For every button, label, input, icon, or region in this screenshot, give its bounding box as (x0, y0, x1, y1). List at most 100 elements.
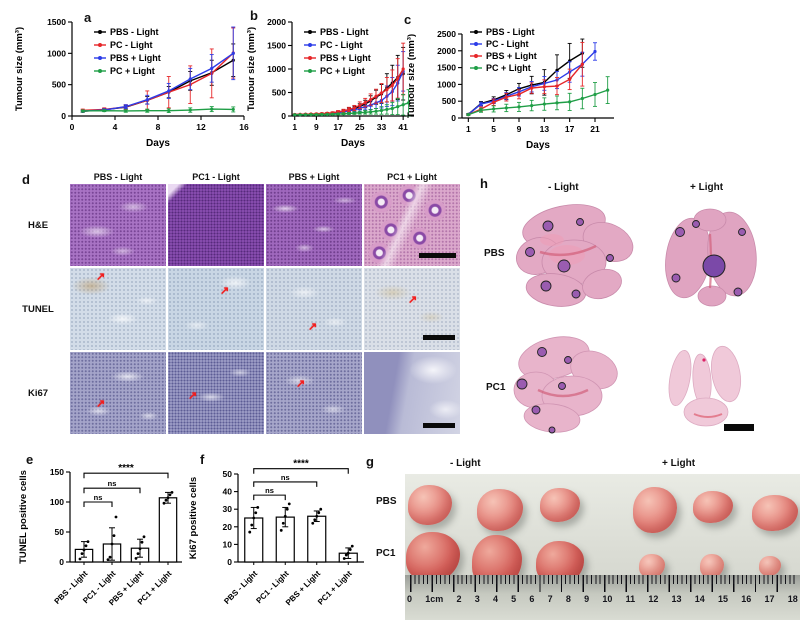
svg-text:ns: ns (94, 493, 103, 502)
tumour-photo: 0 1cm 2 3 4 5 6 7 8 9 10 11 12 13 14 15 16 17 18 (405, 474, 800, 620)
svg-text:500: 500 (272, 88, 286, 98)
tumour (759, 556, 781, 576)
column-header: PC1 + Light (387, 172, 437, 182)
panel-letter-a: a (84, 10, 92, 25)
he-image-pbs-plus-light (266, 184, 362, 266)
svg-text:PC - Light: PC - Light (320, 40, 363, 50)
ki67-image-pc1-plus-light (364, 352, 460, 434)
svg-text:Days: Days (526, 140, 550, 151)
ki67-image-pbs-minus-light: ↗ (70, 352, 166, 434)
svg-text:1000: 1000 (47, 48, 66, 58)
row-label-pbs: PBS (484, 248, 505, 259)
svg-text:2000: 2000 (267, 17, 286, 27)
svg-text:1500: 1500 (47, 17, 66, 27)
lung-image-pc1-minus-light (513, 336, 618, 434)
column-header: - Light (548, 182, 579, 193)
he-image-pc1-minus-light (168, 184, 264, 266)
ruler-number: 7 (547, 594, 553, 604)
tumour (408, 485, 452, 525)
svg-text:0: 0 (61, 111, 66, 121)
svg-text:17: 17 (565, 124, 575, 134)
red-arrow-icon: ↗ (188, 390, 198, 402)
svg-text:PC + Light: PC + Light (486, 63, 531, 73)
svg-text:13: 13 (540, 124, 550, 134)
svg-text:40: 40 (223, 487, 233, 497)
svg-text:PBS - Light: PBS - Light (486, 27, 535, 37)
ruler-number: 12 (648, 594, 659, 604)
svg-text:12: 12 (196, 122, 206, 132)
svg-text:9: 9 (517, 124, 522, 134)
ki67-image-pbs-plus-light: ↗ (266, 352, 362, 434)
ruler-number: 8 (565, 594, 571, 604)
scale-bar (423, 335, 455, 340)
tumour (693, 491, 733, 523)
svg-text:0: 0 (451, 113, 456, 123)
svg-text:1000: 1000 (267, 64, 286, 74)
svg-text:Tumour size (mm³): Tumour size (mm³) (246, 27, 257, 111)
ruler-ticks (410, 575, 798, 592)
svg-text:150: 150 (50, 467, 64, 477)
column-header: PBS + Light (288, 172, 340, 182)
column-header: - Light (450, 458, 481, 469)
svg-text:Days: Days (341, 138, 365, 149)
svg-text:PBS - Light: PBS - Light (320, 27, 369, 37)
lung-image-pbs-minus-light (516, 204, 634, 307)
svg-text:****: **** (293, 459, 309, 470)
ruler-number: 18 (787, 594, 798, 604)
svg-text:8: 8 (156, 122, 161, 132)
column-header: PBS - Light (93, 172, 143, 182)
panel-d-histology-grid: PBS - Light PC1 - Light PBS + Light PC1 … (8, 166, 460, 434)
column-header: PC1 - Light (192, 172, 240, 182)
scale-bar (423, 423, 455, 428)
panel-letter-e: e (26, 452, 34, 467)
tumour (639, 554, 665, 578)
svg-text:PC + Light: PC + Light (110, 66, 155, 76)
svg-text:500: 500 (442, 96, 456, 106)
svg-text:PC - Light: PC - Light (110, 40, 153, 50)
tumour (752, 495, 798, 531)
svg-text:30: 30 (223, 504, 233, 514)
svg-text:0: 0 (59, 557, 64, 567)
ruler-number: 9 (584, 594, 590, 604)
svg-text:Days: Days (146, 138, 170, 149)
ruler-number: 14 (694, 594, 705, 604)
tumour (540, 488, 580, 522)
ruler-number: 2 (456, 594, 462, 604)
ruler-number: 15 (718, 594, 729, 604)
svg-text:33: 33 (377, 122, 387, 132)
panel-letter-g: g (366, 454, 374, 469)
chart-b-tumour-growth: 0 500 1000 1500 2000 Tumour size (mm³) 1 9 17 25 3… (246, 17, 414, 149)
svg-text:50: 50 (223, 469, 233, 479)
svg-text:17: 17 (333, 122, 343, 132)
row-label-pc1: PC1 (376, 548, 396, 559)
panel-h-lungs: - Light + Light PBS PC1 (468, 166, 802, 458)
ruler-number: 17 (764, 594, 775, 604)
panel-letter-h: h (480, 176, 488, 191)
lung-image-pbs-plus-light (665, 208, 757, 307)
ruler-numbers: 0 1cm 2 3 4 5 6 7 8 9 10 11 12 13 14 15 16 17 18 (405, 594, 800, 604)
row-label-tunel: TUNEL (22, 303, 54, 315)
ki67-image-pc1-minus-light: ↗ (168, 352, 264, 434)
scale-bar (419, 253, 456, 258)
svg-text:20: 20 (223, 522, 233, 532)
svg-text:PC - Light: PC - Light (486, 39, 529, 49)
chart-a-tumour-growth: 0 500 1000 1500 Tumour size (mm³) 0 4 8 12 16 Days… (14, 17, 249, 149)
ruler-number: 6 (529, 594, 535, 604)
svg-text:21: 21 (590, 124, 600, 134)
panel-g-tumour-photo: - Light + Light PBS PC1 0 1cm 2 3 4 5 6 7 8 9 10 11… (364, 450, 802, 624)
ruler: 0 1cm 2 3 4 5 6 7 8 9 10 11 12 13 14 15 16 17 18 (405, 575, 800, 620)
red-arrow-icon: ↗ (296, 378, 306, 390)
panel-letter-f: f (200, 452, 205, 467)
svg-text:ns: ns (108, 479, 117, 488)
he-image-pc1-plus-light (364, 184, 460, 266)
svg-text:1500: 1500 (267, 41, 286, 51)
svg-text:1000: 1000 (437, 79, 456, 89)
svg-text:9: 9 (314, 122, 319, 132)
svg-text:16: 16 (239, 122, 249, 132)
svg-text:PBS - Light: PBS - Light (110, 27, 159, 37)
tunel-image-pc1-minus-light: ↗ (168, 268, 264, 350)
ruler-number: 11 (625, 594, 636, 604)
row-label-ki67: Ki67 (27, 387, 49, 399)
